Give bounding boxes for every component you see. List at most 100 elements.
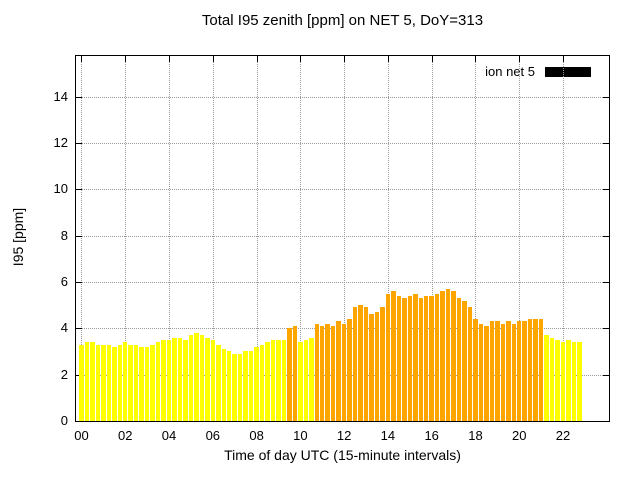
bar [205, 337, 210, 421]
bar [112, 346, 117, 421]
bar [429, 295, 434, 421]
x-gridline [563, 56, 565, 421]
bar [210, 339, 216, 421]
bar [117, 344, 122, 421]
x-tick-mark [563, 56, 565, 62]
bar [374, 312, 380, 421]
bar [226, 351, 232, 421]
bar [413, 293, 418, 421]
bar [473, 319, 478, 421]
x-tick-label: 06 [205, 428, 221, 443]
bar [566, 339, 571, 421]
bar [188, 335, 194, 421]
bar [511, 323, 516, 421]
bar [287, 328, 292, 421]
bar [276, 339, 281, 421]
legend: ion net 5 [485, 64, 591, 79]
bar [172, 337, 177, 421]
y-tick-mark [76, 189, 82, 191]
x-gridline [387, 56, 389, 421]
y-tick-label: 10 [53, 181, 68, 197]
bar [150, 344, 155, 421]
x-gridline [169, 56, 171, 421]
bar [549, 337, 555, 421]
x-tick-mark [344, 56, 346, 62]
y-tick-label: 2 [60, 366, 68, 382]
x-tick-label: 00 [74, 428, 89, 443]
bar [155, 342, 161, 421]
bar [292, 325, 298, 421]
bar [106, 344, 112, 421]
bar [254, 346, 259, 421]
bar [79, 344, 84, 421]
y-tick-mark [76, 235, 82, 237]
y-tick-mark [603, 374, 609, 376]
bar [320, 325, 325, 421]
bar [385, 293, 391, 421]
bar [522, 321, 527, 421]
y-tick-mark [603, 96, 609, 98]
bar [248, 351, 254, 421]
x-gridline [300, 56, 302, 421]
bar [577, 342, 582, 421]
y-gridline [76, 96, 609, 98]
bar [478, 323, 484, 421]
bar [139, 346, 144, 421]
x-tick-mark [81, 56, 83, 62]
bar [495, 321, 500, 421]
x-gridline [256, 56, 258, 421]
bar [391, 291, 396, 421]
bar [456, 298, 462, 421]
bar [451, 291, 456, 421]
x-tick-mark [256, 56, 258, 62]
legend-label: ion net 5 [485, 64, 535, 79]
bar [199, 335, 205, 421]
x-tick-label: 12 [336, 428, 352, 443]
x-gridline [519, 56, 521, 421]
y-tick-mark [603, 328, 609, 330]
bar [560, 342, 566, 421]
y-tick-mark [76, 328, 82, 330]
x-tick-mark [169, 56, 171, 62]
bar [489, 321, 495, 421]
y-tick-mark [603, 235, 609, 237]
y-tick-mark [603, 142, 609, 144]
y-tick-mark [603, 189, 609, 191]
x-gridline [212, 56, 214, 421]
y-tick-label: 6 [60, 273, 68, 289]
bar [517, 321, 522, 421]
y-tick-mark [76, 374, 82, 376]
bar [330, 325, 336, 421]
bar [462, 300, 467, 421]
bar [90, 342, 95, 421]
x-tick-label: 16 [424, 428, 439, 443]
x-gridline [125, 56, 127, 421]
y-tick-mark [76, 142, 82, 144]
bar [95, 344, 101, 421]
bar [314, 323, 319, 421]
bar [298, 342, 303, 421]
bar [265, 342, 270, 421]
bar [352, 307, 358, 421]
bar [133, 344, 139, 421]
bar [418, 298, 423, 421]
bar [347, 319, 352, 421]
bar [538, 319, 544, 421]
x-tick-label: 18 [468, 428, 483, 443]
bar [336, 321, 341, 421]
y-tick-mark [603, 421, 609, 422]
bar [445, 288, 451, 421]
bar [380, 307, 385, 421]
bar [544, 335, 549, 421]
bar [259, 344, 265, 421]
bar [183, 339, 188, 421]
y-gridline [76, 281, 609, 283]
bar [84, 342, 90, 421]
bar [555, 339, 560, 421]
bar [237, 353, 243, 421]
bar [423, 295, 429, 421]
bar [369, 314, 374, 421]
bar [101, 344, 106, 421]
y-tick-label: 4 [60, 320, 68, 336]
x-tick-label: 14 [380, 428, 396, 443]
